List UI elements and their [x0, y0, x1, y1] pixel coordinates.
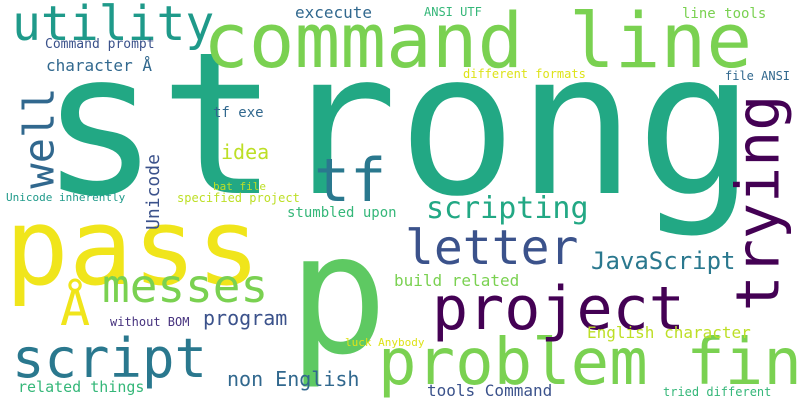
word-related-things: related things	[18, 378, 145, 396]
word-excecute: excecute	[295, 3, 373, 22]
word-non-english: non English	[227, 367, 360, 391]
word-strong: strong	[40, 9, 756, 240]
word-utility: utility	[12, 0, 215, 52]
word-tf: tf	[314, 146, 387, 216]
word-file-ansi: file ANSI	[725, 69, 791, 83]
word-line-tools: line tools	[682, 6, 767, 22]
word-character-a-ring: character Å	[46, 56, 152, 75]
word-ansi-utf: ANSI UTF	[424, 5, 482, 19]
word-p: p	[288, 199, 388, 392]
word-specified-project: specified project	[177, 191, 300, 205]
word-build-related: build related	[394, 271, 520, 290]
word-command-prompt: Command prompt	[45, 37, 155, 52]
word-javascript: JavaScript	[591, 247, 736, 275]
word-without-bom: without BOM	[110, 315, 190, 329]
word-scripting: scripting	[426, 191, 589, 226]
word-tools-command: tools Command	[427, 381, 553, 400]
word-letter: letter	[405, 220, 579, 276]
word-unicode-vertical: Unicode	[142, 154, 164, 230]
word-trying: trying	[723, 94, 794, 312]
word-english-character: English character	[587, 323, 751, 342]
word-stumbled-upon: stumbled upon	[287, 205, 397, 221]
word-luck-anybody: luck Anybody	[345, 336, 425, 349]
word-different-formats: different formats	[463, 67, 586, 81]
word-program: program	[203, 306, 288, 330]
word-well: well	[14, 87, 64, 189]
word-messes: messes	[102, 259, 269, 313]
word-problem-find: problem find	[378, 326, 800, 400]
word-bat-file: bat file	[213, 180, 266, 193]
word-idea: idea	[221, 140, 270, 164]
word-tried-different: tried different	[663, 385, 772, 399]
word-script: script	[12, 327, 208, 390]
word-unicode-inherently: Unicode inherently	[6, 191, 126, 204]
word-command-line: command line	[203, 0, 753, 85]
word-project: project	[432, 274, 685, 344]
word-tf-exe: tf exe	[213, 105, 264, 121]
word-pass: pass	[5, 186, 261, 309]
word-a-ring: Å	[60, 279, 91, 337]
